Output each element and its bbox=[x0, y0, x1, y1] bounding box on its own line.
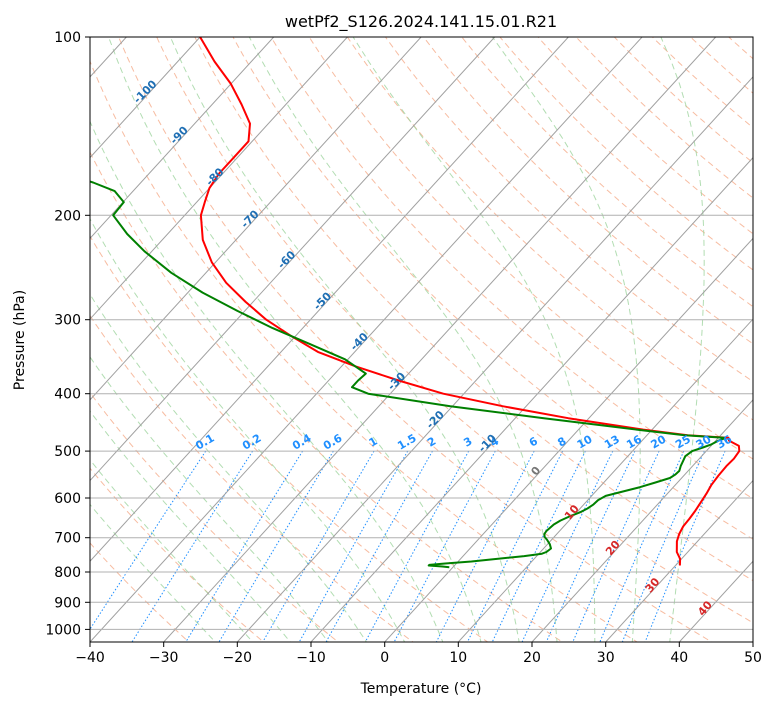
moist-adiabat bbox=[352, 37, 596, 642]
moist-adiabat bbox=[660, 37, 705, 642]
y-tick-label: 200 bbox=[54, 208, 81, 224]
y-tick-label: 500 bbox=[54, 444, 81, 460]
moist-adiabat bbox=[90, 410, 291, 642]
y-tick-label: 800 bbox=[54, 565, 81, 581]
isotherm-line bbox=[90, 37, 643, 642]
dry-adiabat bbox=[90, 60, 639, 642]
dry-adiabat bbox=[194, 37, 753, 582]
y-tick-label: 900 bbox=[54, 595, 81, 611]
temperature-profile bbox=[675, 437, 741, 566]
moist-adiabat bbox=[90, 503, 216, 642]
dry-adiabat bbox=[423, 37, 753, 345]
x-tick-label: 30 bbox=[597, 650, 615, 666]
y-tick-label: 1000 bbox=[45, 622, 81, 638]
dry-adiabat bbox=[90, 235, 489, 642]
y-tick-label: 300 bbox=[54, 313, 81, 329]
dewpoint-profile bbox=[427, 436, 726, 569]
isotherm-line bbox=[457, 318, 753, 642]
mixing-ratio-line bbox=[364, 450, 470, 642]
dewpoint-profile bbox=[90, 180, 726, 439]
dry-adiabat bbox=[461, 37, 753, 308]
isotherm-line bbox=[384, 237, 753, 642]
isotherm-line bbox=[90, 37, 201, 159]
mixing-ratio-line bbox=[572, 450, 660, 642]
x-tick-label: 0 bbox=[380, 650, 389, 666]
mixing-ratio-line bbox=[185, 450, 304, 642]
moist-adiabat bbox=[90, 293, 367, 642]
moist-adiabat bbox=[108, 37, 482, 642]
x-tick-label: −30 bbox=[149, 650, 179, 666]
mixing-ratio-line bbox=[298, 450, 409, 642]
mixing-ratio-line bbox=[521, 450, 614, 642]
y-axis: 100 200 300 400 500 600 700 800 900 1000 bbox=[45, 30, 90, 638]
x-tick-label: −40 bbox=[75, 650, 105, 666]
dry-adiabat bbox=[90, 467, 265, 642]
moist-adiabat bbox=[169, 37, 520, 642]
x-tick-label: −20 bbox=[223, 650, 253, 666]
x-tick-label: 10 bbox=[449, 650, 467, 666]
x-tick-label: 40 bbox=[670, 650, 688, 666]
x-tick-label: 20 bbox=[523, 650, 541, 666]
isotherm-line bbox=[90, 37, 569, 562]
temperature-profile bbox=[199, 37, 730, 439]
mixing-ratio-line bbox=[325, 450, 433, 642]
y-tick-label: 400 bbox=[54, 387, 81, 403]
mixing-ratio-line bbox=[262, 450, 375, 642]
isotherm-line bbox=[90, 37, 422, 401]
plot-frame bbox=[89, 36, 754, 643]
profile-series bbox=[90, 37, 741, 569]
isotherm-grid bbox=[90, 37, 753, 642]
dry-adiabat bbox=[232, 37, 753, 540]
moist-adiabat bbox=[248, 37, 558, 642]
chart-title: wetPf2_S126.2024.141.15.01.R21 bbox=[285, 12, 557, 32]
y-axis-title: Pressure (hPa) bbox=[12, 290, 28, 390]
dry-adiabat bbox=[118, 37, 713, 642]
x-axis: −40 −30 −20 −10 0 10 20 30 40 50 bbox=[75, 642, 762, 666]
x-tick-label: 50 bbox=[744, 650, 762, 666]
mixing-ratio-line bbox=[218, 450, 334, 642]
isotherm-line bbox=[90, 37, 348, 320]
isotherm-line bbox=[236, 76, 753, 642]
y-tick-label: 100 bbox=[54, 30, 81, 46]
isotherm-line bbox=[531, 399, 753, 642]
moist-adiabat bbox=[90, 217, 406, 642]
isotherm-line bbox=[90, 37, 275, 240]
x-tick-label: −10 bbox=[296, 650, 326, 666]
mixing-ratio-line bbox=[545, 450, 636, 642]
x-axis-title: Temperature (°C) bbox=[360, 681, 482, 697]
y-tick-label: 600 bbox=[54, 491, 81, 507]
isotherm-line bbox=[605, 479, 753, 642]
moist-adiabat bbox=[90, 356, 329, 642]
isotherm-line bbox=[90, 37, 496, 482]
plot-area: 0.1 0.2 0.4 0.6 1 1.5 2 3 4 6 8 10 13 16 20 25 30 36-100-… bbox=[90, 37, 753, 642]
pressure-grid bbox=[90, 37, 753, 630]
mixing-ratio-line bbox=[131, 450, 254, 642]
y-tick-label: 700 bbox=[54, 531, 81, 547]
isotherm-line bbox=[163, 37, 717, 642]
isotherm-line bbox=[310, 156, 753, 642]
mixing-ratio-line bbox=[435, 450, 535, 642]
dry-adiabat bbox=[156, 37, 753, 624]
mixing-ratio-line bbox=[644, 450, 726, 642]
dry-adiabat bbox=[90, 314, 414, 642]
mixing-ratio-line bbox=[491, 450, 586, 642]
dry-adiabats bbox=[90, 37, 753, 642]
